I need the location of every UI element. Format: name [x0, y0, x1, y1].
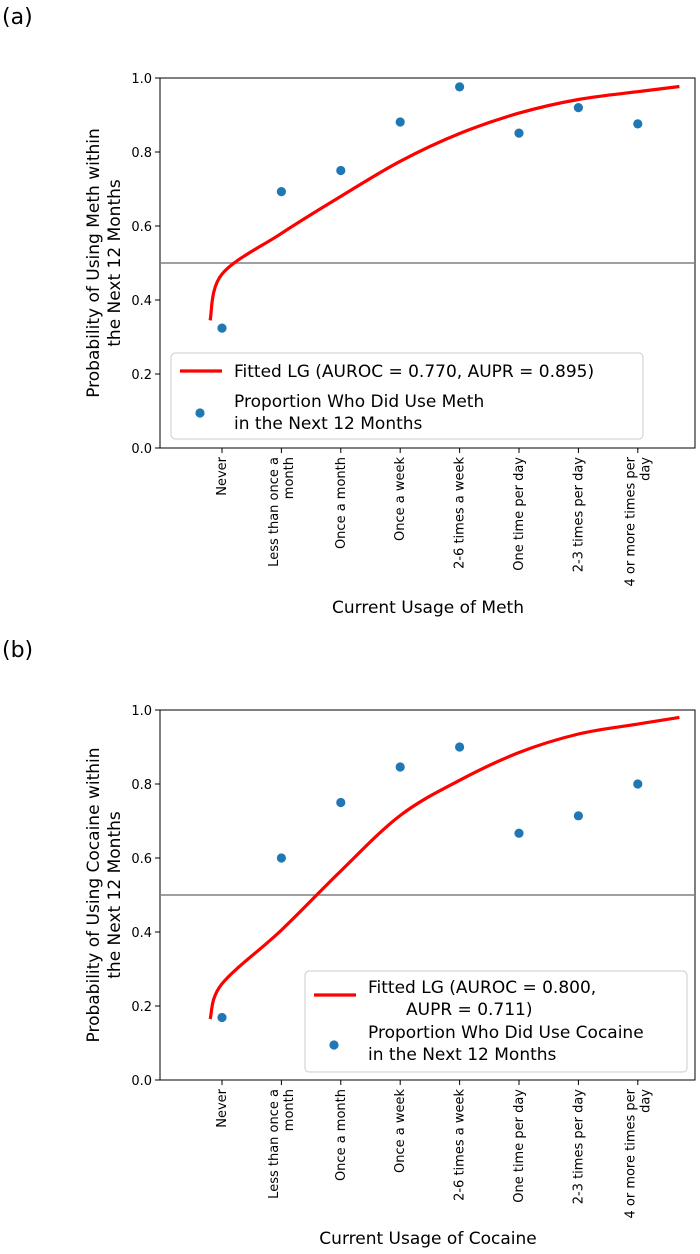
- y-axis-label-line-2: the Next 12 Months: [105, 811, 125, 979]
- fitted-curve: [208, 84, 680, 321]
- x-tick-label: 4 or more times per: [623, 456, 638, 586]
- legend-entry-proportion-line-1: Proportion Who Did Use Meth: [234, 392, 484, 412]
- data-point: [276, 853, 286, 863]
- data-point: [276, 186, 286, 197]
- x-tick-label: 2-6 times a week: [453, 1089, 468, 1201]
- legend-entry-fitted: Fitted LG (AUROC = 0.770, AUPR = 0.895): [234, 362, 594, 382]
- data-point: [455, 742, 465, 752]
- legend-entry-fitted-line-2: AUPR = 0.711): [406, 1000, 533, 1020]
- data-point: [336, 797, 346, 808]
- y-tick-label: 0.6: [131, 220, 152, 235]
- panel-a: (a) 0.0 0.2 0.4 0.6 0.8 1.0 Never Less than on…: [2, 5, 696, 618]
- x-axis-ticks: Never Less than once a month Once a month On…: [215, 448, 653, 587]
- legend-box: [170, 352, 644, 440]
- x-tick-label: Once a month: [334, 1089, 349, 1181]
- fitted-curve: [208, 715, 680, 1020]
- y-tick-label: 0.4: [131, 926, 152, 941]
- legend-entry-proportion-line-1: Proportion Who Did Use Cocaine: [368, 1023, 644, 1043]
- x-axis-label: Current Usage of Meth: [332, 598, 524, 618]
- y-axis-label-line-1: Probability of Using Cocaine within: [84, 747, 104, 1042]
- x-tick-label: Less than once a: [267, 1089, 282, 1199]
- data-point: [455, 82, 465, 92]
- legend: Fitted LG (AUROC = 0.800, AUPR = 0.711) …: [304, 970, 688, 1073]
- data-points: [217, 82, 643, 333]
- x-axis-label: Current Usage of Cocaine: [319, 1229, 536, 1249]
- x-tick-label: 4 or more times per: [623, 1088, 638, 1218]
- data-point: [336, 165, 346, 176]
- panel-label: (a): [2, 5, 33, 30]
- x-tick-label: Never: [215, 456, 230, 495]
- data-point: [514, 828, 524, 838]
- y-axis-ticks: 0.0 0.2 0.4 0.6 0.8 1.0: [131, 704, 160, 1089]
- data-point: [514, 128, 524, 138]
- data-point: [395, 117, 405, 127]
- legend-swatch-point: [329, 1040, 339, 1050]
- legend: Fitted LG (AUROC = 0.770, AUPR = 0.895) …: [170, 352, 644, 440]
- y-axis-label-line-2: the Next 12 Months: [105, 179, 125, 347]
- data-point: [633, 119, 643, 129]
- x-tick-label: Once a week: [393, 1089, 408, 1173]
- y-tick-label: 1.0: [131, 72, 152, 87]
- x-tick-label: month: [282, 1089, 297, 1131]
- data-points: [217, 742, 643, 1023]
- data-point: [573, 811, 584, 821]
- y-tick-label: 0.2: [131, 368, 152, 383]
- y-tick-label: 1.0: [131, 704, 152, 719]
- x-tick-label: Less than once a: [267, 457, 282, 567]
- x-tick-label: One time per day: [512, 1089, 527, 1203]
- legend-entry-proportion-line-2: in the Next 12 Months: [234, 414, 423, 434]
- y-axis-ticks: 0.0 0.2 0.4 0.6 0.8 1.0: [131, 72, 160, 457]
- x-axis-ticks: Never Less than once a month Once a month On…: [215, 1080, 653, 1219]
- data-point: [217, 1012, 227, 1023]
- x-tick-label: day: [638, 457, 653, 481]
- y-tick-label: 0.2: [131, 1000, 152, 1015]
- x-tick-label: Never: [215, 1088, 230, 1127]
- y-tick-label: 0.0: [131, 442, 152, 457]
- y-axis-label-line-1: Probability of Using Meth within: [84, 128, 104, 398]
- data-point: [217, 323, 227, 333]
- panel-label: (b): [2, 638, 33, 663]
- x-tick-label: 2-3 times per day: [571, 457, 586, 573]
- x-tick-label: day: [638, 1089, 653, 1113]
- x-tick-label: Once a week: [393, 457, 408, 541]
- y-tick-label: 0.8: [131, 778, 152, 793]
- x-tick-label: Once a month: [334, 457, 349, 549]
- y-tick-label: 0.6: [131, 852, 152, 867]
- data-point: [633, 779, 643, 789]
- legend-box: [304, 970, 688, 1073]
- y-tick-label: 0.0: [131, 1074, 152, 1089]
- legend-entry-proportion-line-2: in the Next 12 Months: [368, 1045, 557, 1065]
- x-tick-label: 2-6 times a week: [453, 457, 468, 569]
- x-tick-label: 2-3 times per day: [571, 1089, 586, 1205]
- data-point: [395, 762, 405, 772]
- legend-entry-fitted-line-1: Fitted LG (AUROC = 0.800,: [368, 978, 596, 998]
- panel-b: (b) 0.0 0.2 0.4 0.6 0.8 1.0 Never Less than on…: [2, 638, 696, 1249]
- y-tick-label: 0.4: [131, 294, 152, 309]
- data-point: [573, 103, 584, 113]
- x-tick-label: month: [282, 457, 297, 499]
- x-tick-label: One time per day: [512, 457, 527, 571]
- y-tick-label: 0.8: [131, 146, 152, 161]
- legend-swatch-point: [195, 408, 205, 418]
